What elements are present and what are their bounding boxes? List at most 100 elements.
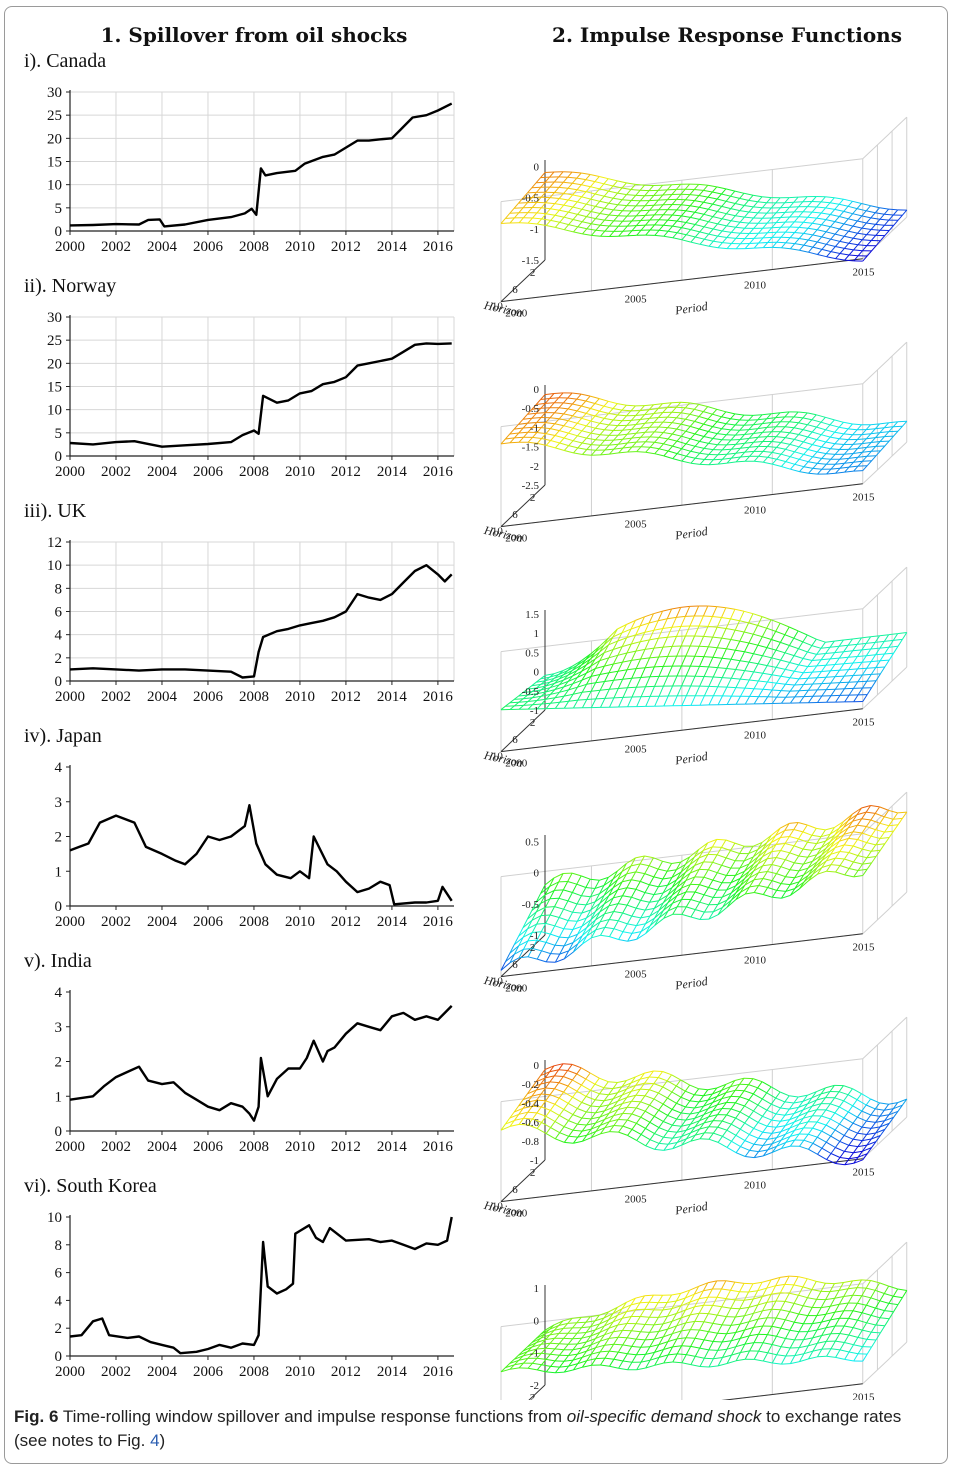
surface-mesh-line xyxy=(644,647,655,650)
surface-mesh-line xyxy=(694,857,700,866)
surface-mesh-line xyxy=(753,1093,763,1100)
surface-mesh-line xyxy=(745,247,755,250)
surface-mesh-line xyxy=(644,426,650,433)
surface-mesh-line xyxy=(671,1108,682,1114)
surface-mesh-line xyxy=(726,439,732,446)
surface-mesh-line xyxy=(608,1081,618,1083)
surface-mesh-line xyxy=(532,700,538,706)
surface-mesh-line xyxy=(761,418,768,424)
y-tick-label: 12 xyxy=(47,535,62,551)
surface-mesh-line xyxy=(803,867,809,876)
surface-mesh-line xyxy=(608,636,614,646)
surface-mesh-line xyxy=(770,835,777,843)
z-tick-label: 0.5 xyxy=(525,836,539,848)
surface-mesh-line xyxy=(576,664,587,671)
surface-mesh-line xyxy=(586,216,596,220)
surface-mesh-line xyxy=(766,197,772,204)
surface-mesh-line xyxy=(540,181,546,188)
surface-mesh-line xyxy=(698,1296,709,1300)
surface-mesh-line xyxy=(672,433,682,437)
surface-mesh-line xyxy=(654,1336,664,1340)
surface-mesh-line xyxy=(843,428,849,435)
surface-mesh-line xyxy=(721,648,727,659)
surface-mesh-line xyxy=(753,863,759,872)
surface-mesh-line xyxy=(667,627,673,638)
surface-mesh-line xyxy=(500,442,511,445)
surface-mesh-line xyxy=(739,878,746,886)
surface-mesh-line xyxy=(568,686,578,691)
surface-mesh-line xyxy=(694,1304,704,1308)
surface-mesh-line xyxy=(735,1152,746,1157)
surface-mesh-line xyxy=(807,665,817,668)
surface-mesh-line xyxy=(622,230,633,232)
surface-mesh-line xyxy=(640,1301,650,1304)
surface-mesh-line xyxy=(789,196,799,199)
surface-mesh-line xyxy=(550,219,560,223)
surface-mesh-line xyxy=(689,194,700,196)
surface-mesh-line xyxy=(617,1094,623,1102)
surface-mesh-line xyxy=(735,687,745,689)
surface-mesh-line xyxy=(770,202,777,209)
surface-mesh-line xyxy=(803,690,809,697)
surface-mesh-line xyxy=(568,943,579,952)
surface-mesh-line xyxy=(784,1283,794,1286)
surface-mesh-line xyxy=(685,1320,695,1324)
surface-mesh-line xyxy=(636,933,646,940)
surface-mesh-line xyxy=(513,945,520,955)
surface-mesh-line xyxy=(788,1102,795,1110)
surface-mesh-line xyxy=(789,1311,799,1315)
surface-mesh-line xyxy=(803,436,809,443)
surface-mesh-line xyxy=(888,652,895,661)
surface-mesh-line xyxy=(735,456,741,463)
surface-mesh-line xyxy=(531,407,541,410)
surface-mesh-line xyxy=(581,927,588,937)
surface-mesh-line xyxy=(540,886,550,894)
surface-mesh-line xyxy=(658,1092,668,1099)
surface-mesh-line xyxy=(816,1327,827,1331)
surface-mesh-line xyxy=(816,217,826,221)
surface-mesh-line xyxy=(684,856,691,865)
surface-mesh-line xyxy=(744,670,754,673)
surface-mesh-line xyxy=(532,948,542,952)
surface-mesh-line xyxy=(685,884,691,893)
surface-mesh-line xyxy=(866,1287,876,1291)
surface-mesh-line xyxy=(712,191,722,195)
surface-mesh-line xyxy=(694,206,700,213)
surface-mesh-line xyxy=(821,864,832,868)
surface-mesh-line xyxy=(553,397,560,404)
surface-mesh-line xyxy=(549,674,559,678)
surface-mesh-line xyxy=(771,674,781,677)
surface-mesh-line xyxy=(572,665,578,671)
surface-mesh-line xyxy=(658,1127,669,1132)
surface-mesh-line xyxy=(871,673,881,675)
surface-mesh-line xyxy=(853,1138,863,1142)
surface-mesh-line xyxy=(871,680,877,688)
surface-mesh-line xyxy=(617,1086,623,1093)
surface-mesh-line xyxy=(582,442,592,446)
surface-mesh-line xyxy=(689,189,695,195)
surface-mesh-line xyxy=(635,881,641,890)
surface-mesh-line xyxy=(735,892,741,900)
surface-mesh-line xyxy=(730,1083,740,1088)
surface-mesh-line xyxy=(644,1076,650,1084)
surface-mesh-line xyxy=(726,1108,732,1116)
y-tick-label: 30 xyxy=(47,310,62,326)
surface-mesh-line xyxy=(649,441,655,448)
surface-mesh-line xyxy=(649,204,655,211)
surface-mesh-line xyxy=(807,431,813,438)
surface-mesh-line xyxy=(558,670,568,675)
surface-mesh-line xyxy=(802,856,809,865)
surface-mesh-line xyxy=(671,209,678,216)
surface-mesh-line xyxy=(685,872,691,881)
period-tick-label: 2015 xyxy=(853,492,876,504)
surface-mesh-line xyxy=(798,1101,804,1108)
surface-mesh-line xyxy=(802,1286,813,1290)
surface-mesh-line xyxy=(541,207,551,210)
y-tick-label: 0 xyxy=(55,899,63,915)
surface-mesh-line xyxy=(531,687,537,692)
surface-mesh-line xyxy=(816,224,822,231)
surface-mesh-line xyxy=(658,884,668,888)
surface-mesh-line xyxy=(767,887,777,891)
surface-mesh-line xyxy=(852,637,862,640)
surface-mesh-line xyxy=(862,1329,872,1333)
